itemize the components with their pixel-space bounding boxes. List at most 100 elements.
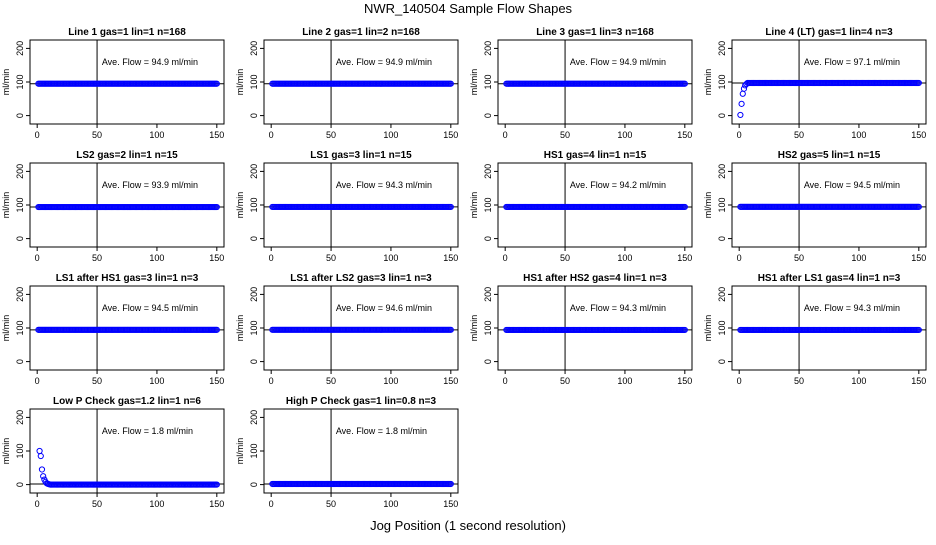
- flow-annotation: Ave. Flow = 94.6 ml/min: [336, 303, 432, 313]
- x-tick-label: 50: [794, 130, 804, 140]
- x-tick-label: 150: [209, 130, 224, 140]
- x-tick-label: 0: [35, 253, 40, 263]
- y-tick-label: 200: [483, 164, 493, 179]
- flow-annotation: Ave. Flow = 94.2 ml/min: [570, 180, 666, 190]
- data-point: [40, 473, 47, 480]
- y-axis-label: ml/min: [235, 438, 245, 465]
- x-tick-label: 150: [443, 499, 458, 509]
- x-tick-label: 150: [443, 376, 458, 386]
- x-tick-label: 50: [92, 376, 102, 386]
- y-axis-label: ml/min: [1, 69, 11, 96]
- chart-panel: HS1 after HS2 gas=4 lin=1 n=3 0 50 100 150 0 1…: [469, 273, 693, 386]
- y-tick-label: 0: [15, 236, 25, 241]
- panel-title: HS1 after HS2 gas=4 lin=1 n=3: [523, 273, 667, 284]
- data-point: [38, 466, 46, 473]
- y-tick-label: 100: [15, 197, 25, 212]
- y-tick-label: 0: [15, 482, 25, 487]
- chart-panel: HS1 gas=4 lin=1 n=15 0 50 100 150 0 100 200 ml/m…: [469, 150, 693, 263]
- y-tick-label: 200: [717, 164, 727, 179]
- flow-annotation: Ave. Flow = 97.1 ml/min: [804, 57, 900, 67]
- x-tick-label: 50: [794, 253, 804, 263]
- x-tick-label: 0: [737, 376, 742, 386]
- x-tick-label: 0: [737, 253, 742, 263]
- x-tick-label: 100: [851, 253, 866, 263]
- x-tick-label: 100: [149, 499, 164, 509]
- y-tick-label: 200: [249, 41, 259, 56]
- y-tick-label: 0: [717, 359, 727, 364]
- data-point: [915, 326, 922, 334]
- y-tick-label: 200: [717, 41, 727, 56]
- panel-title: LS1 gas=3 lin=1 n=15: [310, 150, 412, 161]
- flow-annotation: Ave. Flow = 1.8 ml/min: [336, 426, 427, 436]
- chart-panel: Line 4 (LT) gas=1 lin=4 n=3 0 50 100 150 0 100…: [703, 27, 927, 140]
- x-tick-label: 100: [617, 253, 632, 263]
- chart-panel: LS1 after LS2 gas=3 lin=1 n=3 0 50 100 150 0 1…: [235, 273, 459, 386]
- panel-title: HS2 gas=5 lin=1 n=15: [778, 150, 881, 161]
- y-tick-label: 0: [717, 236, 727, 241]
- x-tick-label: 50: [560, 253, 570, 263]
- data-point: [737, 111, 744, 119]
- chart-panel: Low P Check gas=1.2 lin=1 n=6 0 50 100 150 0 1…: [1, 396, 225, 509]
- data-point: [739, 90, 746, 97]
- x-tick-label: 50: [794, 376, 804, 386]
- x-tick-label: 100: [383, 376, 398, 386]
- panel-title: Line 4 (LT) gas=1 lin=4 n=3: [765, 27, 893, 38]
- y-tick-label: 100: [483, 74, 493, 89]
- data-point: [213, 326, 220, 333]
- y-tick-label: 100: [15, 74, 25, 89]
- x-tick-label: 0: [35, 499, 40, 509]
- flow-annotation: Ave. Flow = 94.9 ml/min: [336, 57, 432, 67]
- x-tick-label: 50: [326, 253, 336, 263]
- y-tick-label: 0: [249, 482, 259, 487]
- x-tick-label: 150: [677, 130, 692, 140]
- x-tick-label: 100: [383, 499, 398, 509]
- x-tick-label: 150: [911, 376, 926, 386]
- panel-title: Low P Check gas=1.2 lin=1 n=6: [53, 396, 201, 407]
- x-tick-label: 150: [443, 253, 458, 263]
- y-axis-label: ml/min: [1, 192, 11, 219]
- y-tick-label: 100: [483, 320, 493, 335]
- y-tick-label: 100: [717, 197, 727, 212]
- y-tick-label: 100: [249, 320, 259, 335]
- y-tick-label: 100: [15, 320, 25, 335]
- x-tick-label: 0: [35, 376, 40, 386]
- y-axis-label: ml/min: [703, 192, 713, 219]
- panel-title: Line 3 gas=1 lin=3 n=168: [536, 27, 654, 38]
- data-point: [37, 452, 44, 460]
- x-tick-label: 150: [911, 253, 926, 263]
- y-axis-label: ml/min: [469, 69, 479, 96]
- y-tick-label: 100: [717, 74, 727, 89]
- y-tick-label: 200: [249, 410, 259, 425]
- data-point: [915, 79, 922, 87]
- y-axis-label: ml/min: [469, 315, 479, 342]
- y-tick-label: 100: [717, 320, 727, 335]
- x-tick-label: 100: [617, 376, 632, 386]
- panel-title: LS1 after HS1 gas=3 lin=1 n=3: [56, 273, 199, 284]
- panel-title: High P Check gas=1 lin=0.8 n=3: [286, 396, 437, 407]
- y-tick-label: 200: [249, 287, 259, 302]
- x-tick-label: 100: [617, 130, 632, 140]
- x-tick-label: 150: [677, 253, 692, 263]
- y-tick-label: 0: [483, 236, 493, 241]
- x-tick-label: 0: [503, 376, 508, 386]
- y-axis-label: ml/min: [703, 315, 713, 342]
- x-tick-label: 150: [911, 130, 926, 140]
- x-tick-label: 150: [209, 376, 224, 386]
- panel-title: LS1 after LS2 gas=3 lin=1 n=3: [290, 273, 432, 284]
- y-tick-label: 100: [483, 197, 493, 212]
- x-tick-label: 0: [503, 253, 508, 263]
- x-tick-label: 0: [503, 130, 508, 140]
- flow-annotation: Ave. Flow = 94.3 ml/min: [570, 303, 666, 313]
- y-tick-label: 0: [483, 113, 493, 118]
- x-tick-label: 0: [737, 130, 742, 140]
- y-tick-label: 200: [483, 41, 493, 56]
- panel-title: HS1 gas=4 lin=1 n=15: [544, 150, 647, 161]
- y-axis-label: ml/min: [235, 315, 245, 342]
- figure-title: NWR_140504 Sample Flow Shapes: [363, 1, 573, 16]
- data-point: [447, 203, 454, 211]
- panel-title: Line 2 gas=1 lin=2 n=168: [302, 27, 420, 38]
- data-point: [213, 203, 220, 211]
- flow-annotation: Ave. Flow = 93.9 ml/min: [102, 180, 198, 190]
